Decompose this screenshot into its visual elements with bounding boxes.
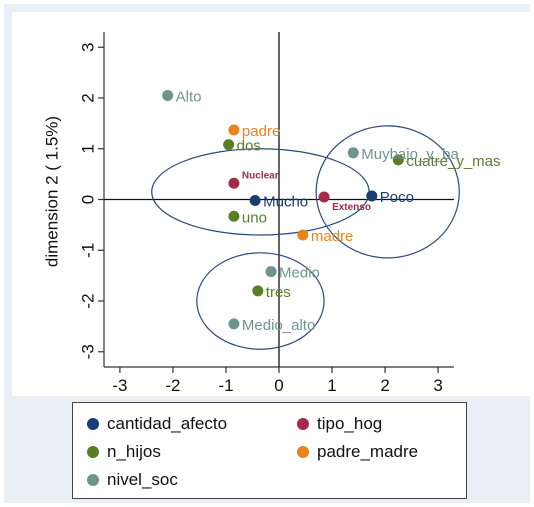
point-uno	[228, 210, 240, 222]
point-madre	[297, 229, 309, 241]
point-label: madre	[311, 228, 354, 245]
point-nuclear	[228, 177, 240, 189]
point-label: Medio_alto	[242, 317, 315, 334]
point-mucho	[249, 195, 261, 207]
y-tick-label: 3	[79, 42, 98, 51]
y-axis-title: dimension 2 ( 1.5%)	[43, 116, 62, 267]
y-tick-label: -3	[79, 344, 98, 359]
legend-swatch-tipo-hog	[297, 418, 309, 430]
point-padre	[228, 124, 240, 136]
legend-item-tipo-hog: tipo_hog	[297, 414, 382, 434]
legend-item-nivel-soc: nivel_soc	[87, 470, 178, 490]
legend-label: cantidad_afecto	[107, 414, 228, 433]
legend-item-cantidad-afecto: cantidad_afecto	[87, 414, 227, 434]
x-tick-label: 3	[433, 376, 442, 395]
x-tick-label: 0	[274, 376, 283, 395]
y-tick-label: 0	[79, 195, 98, 204]
legend-swatch-nivel-soc	[87, 474, 99, 486]
point-poco	[366, 190, 378, 202]
legend: cantidad_afecto tipo_hog n_hijos padre_m…	[72, 402, 467, 499]
point-muybajo-y-ba	[347, 147, 359, 159]
point-label: Medio	[279, 265, 320, 282]
legend-swatch-cantidad-afecto	[87, 418, 99, 430]
point-tres	[252, 285, 264, 297]
x-tick-label: 2	[380, 376, 389, 395]
point-extenso	[318, 191, 330, 203]
point-medio-alto	[228, 318, 240, 330]
cluster-ellipse-bottom	[196, 252, 325, 350]
point-alto	[162, 89, 174, 101]
point-label: uno	[242, 209, 267, 226]
y-tick-label: 1	[79, 144, 98, 153]
x-tick-label: 1	[327, 376, 336, 395]
y-tick-label: -2	[79, 293, 98, 308]
point-cuatre-y-mas	[392, 154, 404, 166]
x-tick-label: -3	[112, 376, 127, 395]
x-tick-label: -2	[165, 376, 180, 395]
point-label: Alto	[176, 88, 202, 105]
point-label: cuatre_y_mas	[406, 153, 500, 170]
point-medio	[265, 266, 277, 278]
y-tick-label: 2	[79, 93, 98, 102]
point-label: padre	[242, 123, 280, 140]
legend-item-padre-madre: padre_madre	[297, 442, 418, 462]
point-label: Poco	[380, 189, 414, 206]
point-dos	[223, 139, 235, 151]
point-label: tres	[266, 284, 291, 301]
cluster-ellipse-right	[315, 125, 460, 259]
legend-item-n-hijos: n_hijos	[87, 442, 161, 462]
legend-label: padre_madre	[317, 442, 419, 461]
point-label: dos	[237, 138, 261, 155]
legend-swatch-padre-madre	[297, 446, 309, 458]
legend-label: nivel_soc	[107, 470, 178, 489]
point-label: Nuclear	[242, 170, 279, 181]
legend-label: tipo_hog	[317, 414, 383, 433]
x-tick-label: -1	[218, 376, 233, 395]
legend-label: n_hijos	[107, 442, 161, 461]
point-label: Muybajo_y_ba	[361, 146, 459, 163]
legend-swatch-n-hijos	[87, 446, 99, 458]
point-label: Extenso	[332, 202, 371, 213]
y-tick-label: -1	[79, 243, 98, 258]
point-label: Mucho	[263, 194, 308, 211]
